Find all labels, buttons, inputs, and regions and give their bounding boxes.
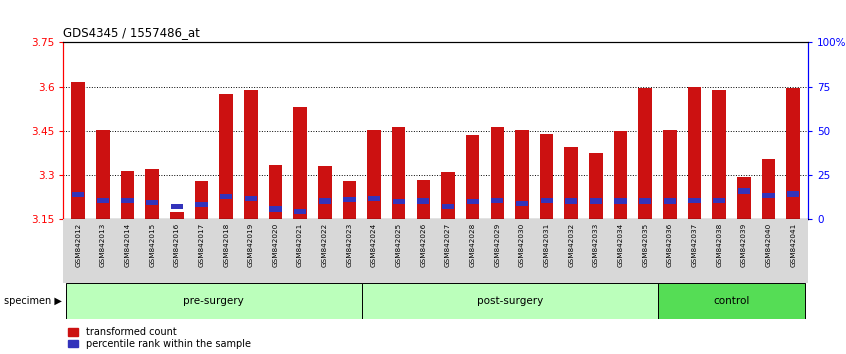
Text: GSM842024: GSM842024	[371, 223, 377, 267]
Text: GSM842030: GSM842030	[519, 223, 525, 267]
Bar	[146, 169, 159, 219]
Bar	[664, 198, 676, 204]
Bar	[319, 198, 331, 204]
Bar	[66, 283, 362, 319]
Bar	[657, 283, 805, 319]
Text: GSM842023: GSM842023	[346, 223, 353, 267]
Bar	[491, 126, 504, 219]
Bar	[614, 131, 628, 219]
Bar	[72, 192, 85, 197]
Text: GSM842038: GSM842038	[717, 223, 722, 267]
Bar	[761, 159, 775, 219]
Bar	[688, 87, 701, 219]
Bar	[590, 198, 602, 204]
Bar	[737, 177, 750, 219]
Bar	[71, 82, 85, 219]
Bar	[442, 172, 455, 219]
Bar	[416, 179, 430, 219]
Bar	[343, 181, 356, 219]
Text: GSM842028: GSM842028	[470, 223, 475, 267]
Bar	[564, 147, 578, 219]
Bar	[96, 130, 110, 219]
Bar	[762, 193, 775, 198]
Bar	[689, 198, 700, 203]
Text: control: control	[713, 296, 750, 306]
Text: GSM842031: GSM842031	[544, 223, 550, 267]
Text: GSM842015: GSM842015	[149, 223, 155, 267]
Text: GSM842032: GSM842032	[569, 223, 574, 267]
Text: GSM842033: GSM842033	[593, 223, 599, 267]
Text: GSM842040: GSM842040	[766, 223, 772, 267]
Text: GSM842019: GSM842019	[248, 223, 254, 267]
Bar	[195, 181, 208, 219]
Text: GSM842037: GSM842037	[691, 223, 698, 267]
Bar	[787, 192, 799, 197]
Bar	[244, 195, 257, 201]
Text: GSM842020: GSM842020	[272, 223, 278, 267]
Text: GSM842017: GSM842017	[199, 223, 205, 267]
Bar	[244, 90, 257, 219]
Text: GSM842036: GSM842036	[667, 223, 673, 267]
Bar	[121, 171, 135, 219]
Bar	[294, 107, 307, 219]
Text: GSM842025: GSM842025	[396, 223, 402, 267]
Text: GSM842029: GSM842029	[494, 223, 500, 267]
Text: GSM842012: GSM842012	[75, 223, 81, 267]
Bar	[392, 126, 405, 219]
Bar	[541, 198, 552, 203]
Bar	[589, 153, 602, 219]
Bar	[466, 135, 480, 219]
Text: GSM842014: GSM842014	[124, 223, 130, 267]
Bar	[219, 94, 233, 219]
Bar	[738, 188, 750, 194]
Bar	[171, 204, 183, 209]
Bar	[713, 198, 725, 203]
Text: GSM842034: GSM842034	[618, 223, 624, 267]
Bar	[540, 134, 553, 219]
Text: GSM842013: GSM842013	[100, 223, 106, 267]
Bar	[639, 88, 652, 219]
Legend: transformed count, percentile rank within the sample: transformed count, percentile rank withi…	[69, 327, 250, 349]
Bar	[712, 90, 726, 219]
Bar	[516, 201, 528, 206]
Bar	[294, 209, 306, 214]
Text: GSM842041: GSM842041	[790, 223, 796, 267]
Text: GSM842026: GSM842026	[420, 223, 426, 267]
Text: specimen ▶: specimen ▶	[4, 296, 62, 306]
Bar	[362, 283, 657, 319]
Bar	[367, 130, 381, 219]
Text: pre-surgery: pre-surgery	[184, 296, 244, 306]
Bar	[614, 198, 627, 204]
Bar	[269, 165, 283, 219]
Text: GDS4345 / 1557486_at: GDS4345 / 1557486_at	[63, 26, 201, 39]
Bar	[96, 198, 109, 203]
Bar	[639, 198, 651, 204]
Text: GSM842018: GSM842018	[223, 223, 229, 267]
Bar	[787, 88, 800, 219]
Bar	[515, 130, 529, 219]
Bar	[318, 166, 332, 219]
Bar	[442, 204, 454, 209]
Text: GSM842021: GSM842021	[297, 223, 303, 267]
Text: GSM842027: GSM842027	[445, 223, 451, 267]
Text: GSM842039: GSM842039	[741, 223, 747, 267]
Bar	[170, 212, 184, 219]
Bar	[122, 198, 134, 203]
Bar	[368, 195, 380, 201]
Bar	[663, 130, 677, 219]
Bar	[492, 198, 503, 203]
Bar	[417, 198, 430, 204]
Bar	[220, 194, 233, 199]
Text: GSM842035: GSM842035	[642, 223, 648, 267]
Text: GSM842022: GSM842022	[321, 223, 327, 267]
Bar	[343, 197, 355, 202]
Bar	[393, 199, 405, 204]
Text: GSM842016: GSM842016	[173, 223, 180, 267]
Bar	[269, 206, 282, 212]
Text: post-surgery: post-surgery	[476, 296, 543, 306]
Bar	[146, 200, 158, 205]
Bar	[466, 199, 479, 204]
Bar	[565, 198, 577, 204]
Bar	[195, 202, 207, 207]
